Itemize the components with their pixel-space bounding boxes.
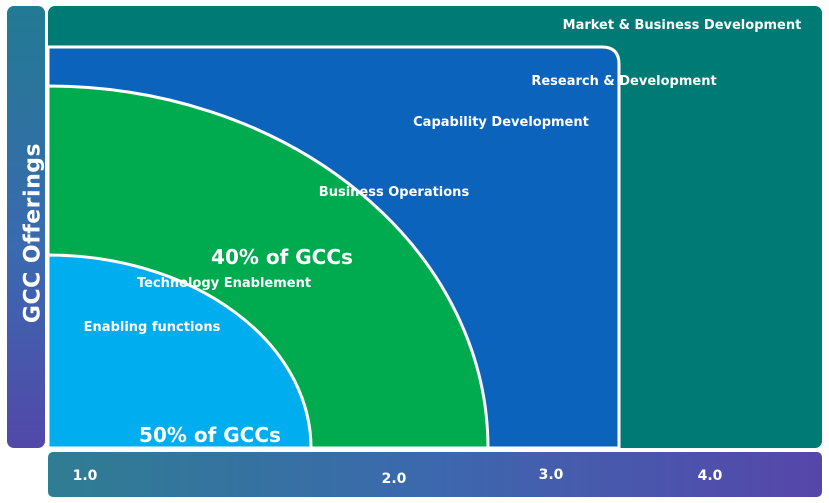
label-research-development: Research & Development bbox=[531, 74, 716, 89]
x-tick-4: 4.0 bbox=[697, 468, 723, 484]
label-technology-enablement: Technology Enablement bbox=[137, 276, 311, 291]
label-market-business-development: Market & Business Development bbox=[563, 18, 802, 33]
x-tick-2: 2.0 bbox=[381, 471, 407, 487]
x-tick-1: 1.0 bbox=[72, 468, 98, 484]
callout-40-percent: 40% of GCCs bbox=[211, 245, 353, 269]
callout-50-percent: 50% of GCCs bbox=[139, 423, 281, 447]
y-axis-bar: GCC Offerings bbox=[7, 6, 46, 448]
label-capability-development: Capability Development bbox=[413, 115, 589, 130]
x-tick-3: 3.0 bbox=[538, 467, 564, 483]
label-business-operations: Business Operations bbox=[319, 185, 470, 200]
label-enabling-functions: Enabling functions bbox=[84, 320, 221, 335]
enabling-functions-region bbox=[46, 253, 313, 450]
x-axis-bar: 1.0 2.0 3.0 4.0 bbox=[48, 452, 822, 497]
